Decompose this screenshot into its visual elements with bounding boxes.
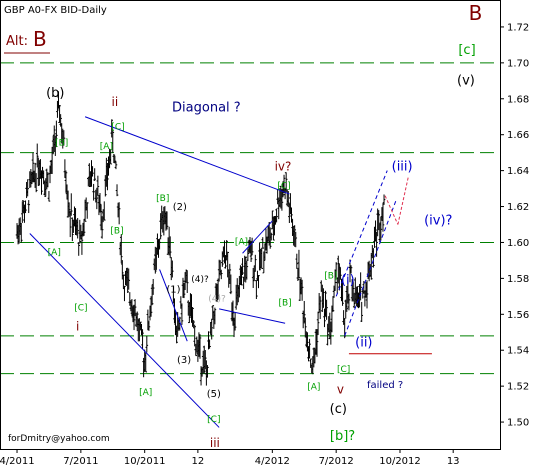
- annotation-10: [C]: [277, 182, 290, 192]
- trendline-4: [242, 220, 273, 254]
- annotation-34: (c): [330, 402, 347, 417]
- annotation-20: (4)?: [208, 295, 226, 305]
- chart-title: GBP A0-FX BID-Daily: [4, 5, 107, 16]
- x-tick-label-4: 4/2012: [255, 456, 290, 467]
- y-tick-label-10: 1.70: [507, 58, 529, 69]
- x-tick-label-1: 7/2011: [63, 456, 98, 467]
- trendline-0: [84, 116, 290, 195]
- y-tick-label-0: 1.50: [507, 418, 529, 429]
- annotation-29: [A]: [139, 388, 152, 398]
- annotation-13: [B]: [156, 194, 169, 204]
- annotation-8: Diagonal ?: [172, 100, 241, 115]
- y-tick-label-3: 1.56: [507, 310, 529, 321]
- annotation-26: (ii): [355, 336, 372, 351]
- annotation-28: (3): [177, 355, 191, 366]
- email-credit: forDmitry@yahoo.com: [8, 434, 110, 444]
- wave-annotations: B [c] (v) (b) ii [C] [B] [A] Diagonal ? iv? [C] (ii…: [46, 1, 482, 450]
- annotation-19: (1): [166, 285, 180, 296]
- x-tick-label-7: 13: [447, 456, 460, 467]
- annotation-33: failed ?: [367, 380, 403, 391]
- annotation-3: (b): [46, 86, 64, 101]
- y-tick-label-8: 1.66: [507, 130, 529, 141]
- annotation-23: [B]: [279, 298, 292, 308]
- annotation-2: (v): [457, 73, 475, 88]
- y-tick-label-9: 1.68: [507, 94, 529, 105]
- annotation-5: [C]: [111, 122, 124, 132]
- trendline-6: [335, 170, 388, 297]
- y-tick-label-1: 1.52: [507, 382, 529, 393]
- annotation-4: ii: [112, 95, 119, 109]
- trendline-7: [384, 195, 399, 225]
- annotation-31: [A]: [307, 383, 320, 393]
- annotation-32: v: [337, 382, 344, 396]
- x-tick-label-6: 10/2012: [379, 456, 421, 467]
- y-tick-label-5: 1.60: [507, 238, 529, 249]
- trendline-1: [29, 233, 220, 428]
- alt-label-value: B: [33, 27, 47, 51]
- y-tick-label-7: 1.64: [507, 166, 529, 177]
- annotation-27: [C]: [337, 365, 350, 375]
- annotation-7: [A]: [100, 142, 113, 152]
- annotation-0: B: [469, 1, 483, 25]
- annotation-14: (2): [173, 202, 187, 213]
- annotation-18: (4)?: [191, 275, 209, 285]
- y-tick-label-2: 1.54: [507, 346, 529, 357]
- x-tick-label-3: 12: [192, 456, 205, 467]
- alt-label: Alt: B: [4, 27, 50, 54]
- y-tick-label-11: 1.72: [507, 22, 529, 33]
- annotation-36: [b]?: [330, 429, 355, 444]
- annotation-15: [A]: [48, 248, 61, 258]
- y-tick-label-4: 1.58: [507, 274, 529, 285]
- plot-frame: [0, 0, 501, 450]
- trendline-5: [344, 200, 397, 337]
- annotation-16: [B]: [110, 226, 123, 236]
- annotation-22: (i): [341, 273, 355, 288]
- annotation-6: [B]: [55, 138, 68, 148]
- annotation-17: [A]: [235, 237, 248, 247]
- annotation-9: iv?: [275, 160, 292, 174]
- annotation-11: (iii): [392, 160, 413, 175]
- trendline-3: [219, 308, 286, 324]
- price-bars: [15, 91, 386, 386]
- annotation-24: [C]: [74, 304, 87, 314]
- trendlines: [29, 116, 432, 428]
- annotation-12: (iv)?: [424, 214, 452, 229]
- annotation-25: i: [76, 319, 79, 333]
- x-axis: 4/2011 7/2011 10/2011 12 4/2012 7/2012 10/2012…: [0, 449, 460, 467]
- annotation-30: (5): [207, 389, 221, 400]
- y-axis: 1.50 1.52 1.54 1.56 1.58 1.60 1.62 1.64 1.66 1.68…: [500, 22, 529, 429]
- annotation-37: iii: [210, 436, 220, 450]
- x-tick-label-5: 7/2012: [319, 456, 354, 467]
- y-tick-label-6: 1.62: [507, 202, 529, 213]
- x-tick-label-2: 10/2011: [124, 456, 166, 467]
- trendline-2: [159, 269, 188, 342]
- alt-label-prefix: Alt:: [6, 34, 28, 49]
- trendline-8: [397, 175, 409, 225]
- annotation-21: [B]: [324, 271, 337, 281]
- x-tick-label-0: 4/2011: [0, 456, 35, 467]
- annotation-35: [C]: [207, 415, 220, 425]
- annotation-1: [c]: [458, 43, 475, 58]
